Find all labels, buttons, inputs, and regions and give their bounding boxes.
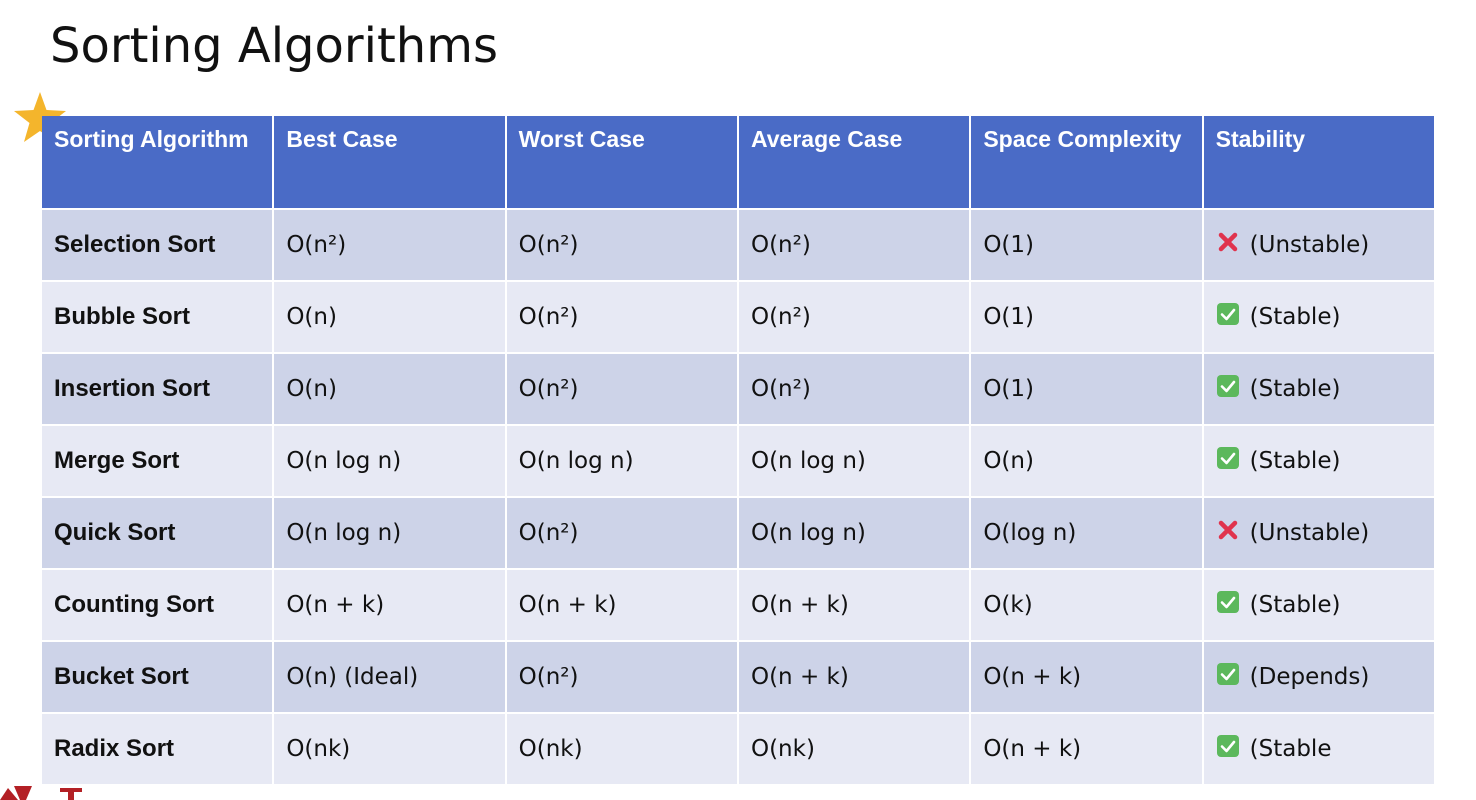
stability-label: (Unstable) bbox=[1249, 232, 1370, 258]
check-box-icon bbox=[1216, 590, 1240, 620]
header-worst-case: Worst Case bbox=[506, 116, 737, 208]
stability-label: (Stable bbox=[1249, 736, 1332, 762]
algorithm-name: Radix Sort bbox=[42, 714, 273, 784]
best-case-cell: O(n log n) bbox=[274, 498, 505, 568]
table-row: Selection Sort O(n²) O(n²) O(n²) O(1) (Unstab… bbox=[42, 210, 1434, 280]
algorithm-name: Bucket Sort bbox=[42, 642, 273, 712]
average-case-cell: O(n log n) bbox=[738, 498, 970, 568]
average-case-cell: O(nk) bbox=[738, 714, 970, 784]
best-case-cell: O(n) bbox=[274, 282, 505, 352]
stability-cell: (Depends) bbox=[1203, 642, 1434, 712]
stability-label: (Stable) bbox=[1249, 448, 1341, 474]
check-box-icon bbox=[1216, 662, 1240, 692]
table-row: Bubble Sort O(n) O(n²) O(n²) O(1) (Stable) bbox=[42, 282, 1434, 352]
algorithm-name: Selection Sort bbox=[42, 210, 273, 280]
best-case-cell: O(n + k) bbox=[274, 570, 505, 640]
header-space-complexity: Space Complexity bbox=[971, 116, 1202, 208]
worst-case-cell: O(n²) bbox=[506, 498, 737, 568]
stability-cell: (Stable) bbox=[1203, 354, 1434, 424]
space-complexity-cell: O(n + k) bbox=[971, 714, 1202, 784]
space-complexity-cell: O(1) bbox=[971, 354, 1202, 424]
algorithm-name: Bubble Sort bbox=[42, 282, 273, 352]
average-case-cell: O(n log n) bbox=[738, 426, 970, 496]
space-complexity-cell: O(1) bbox=[971, 210, 1202, 280]
check-box-icon bbox=[1216, 734, 1240, 764]
worst-case-cell: O(n²) bbox=[506, 354, 737, 424]
algorithm-name: Quick Sort bbox=[42, 498, 273, 568]
space-complexity-cell: O(log n) bbox=[971, 498, 1202, 568]
check-box-icon bbox=[1216, 446, 1240, 476]
table-row: Insertion Sort O(n) O(n²) O(n²) O(1) (Stable) bbox=[42, 354, 1434, 424]
table-row: Merge Sort O(n log n) O(n log n) O(n log n)… bbox=[42, 426, 1434, 496]
space-complexity-cell: O(k) bbox=[971, 570, 1202, 640]
table-body: Selection Sort O(n²) O(n²) O(n²) O(1) (Unstab… bbox=[42, 210, 1434, 784]
table-row: Radix Sort O(nk) O(nk) O(nk) O(n + k) (Stable bbox=[42, 714, 1434, 784]
stability-label: (Unstable) bbox=[1249, 520, 1370, 546]
algorithm-name: Merge Sort bbox=[42, 426, 273, 496]
average-case-cell: O(n²) bbox=[738, 210, 970, 280]
average-case-cell: O(n + k) bbox=[738, 570, 970, 640]
worst-case-cell: O(n²) bbox=[506, 642, 737, 712]
stability-cell: (Stable) bbox=[1203, 282, 1434, 352]
space-complexity-cell: O(n + k) bbox=[971, 642, 1202, 712]
algorithm-name: Counting Sort bbox=[42, 570, 273, 640]
stability-label: (Stable) bbox=[1249, 376, 1341, 402]
table-row: Counting Sort O(n + k) O(n + k) O(n + k) O(k… bbox=[42, 570, 1434, 640]
space-complexity-cell: O(1) bbox=[971, 282, 1202, 352]
logo-fragment bbox=[0, 786, 82, 800]
header-average-case: Average Case bbox=[738, 116, 970, 208]
worst-case-cell: O(n²) bbox=[506, 282, 737, 352]
table-row: Quick Sort O(n log n) O(n²) O(n log n) O(log… bbox=[42, 498, 1434, 568]
best-case-cell: O(n log n) bbox=[274, 426, 505, 496]
stability-label: (Stable) bbox=[1249, 304, 1341, 330]
sorting-table: Sorting Algorithm Best Case Worst Case A… bbox=[40, 114, 1436, 786]
check-box-icon bbox=[1216, 374, 1240, 404]
table-header-row: Sorting Algorithm Best Case Worst Case A… bbox=[42, 116, 1434, 208]
header-best-case: Best Case bbox=[274, 116, 505, 208]
stability-cell: (Stable) bbox=[1203, 426, 1434, 496]
worst-case-cell: O(nk) bbox=[506, 714, 737, 784]
space-complexity-cell: O(n) bbox=[971, 426, 1202, 496]
cross-mark-icon bbox=[1216, 230, 1240, 260]
cross-mark-icon bbox=[1216, 518, 1240, 548]
average-case-cell: O(n + k) bbox=[738, 642, 970, 712]
worst-case-cell: O(n²) bbox=[506, 210, 737, 280]
stability-label: (Stable) bbox=[1249, 592, 1341, 618]
average-case-cell: O(n²) bbox=[738, 354, 970, 424]
check-box-icon bbox=[1216, 302, 1240, 332]
stability-cell: (Stable bbox=[1203, 714, 1434, 784]
best-case-cell: O(nk) bbox=[274, 714, 505, 784]
header-algorithm: Sorting Algorithm bbox=[42, 116, 273, 208]
stability-label: (Depends) bbox=[1249, 664, 1370, 690]
stability-cell: (Unstable) bbox=[1203, 498, 1434, 568]
stability-cell: (Stable) bbox=[1203, 570, 1434, 640]
worst-case-cell: O(n + k) bbox=[506, 570, 737, 640]
algorithm-name: Insertion Sort bbox=[42, 354, 273, 424]
best-case-cell: O(n) (Ideal) bbox=[274, 642, 505, 712]
star-icon bbox=[14, 92, 66, 142]
page-title: Sorting Algorithms bbox=[50, 18, 498, 74]
table-row: Bucket Sort O(n) (Ideal) O(n²) O(n + k) O(n … bbox=[42, 642, 1434, 712]
best-case-cell: O(n) bbox=[274, 354, 505, 424]
stability-cell: (Unstable) bbox=[1203, 210, 1434, 280]
average-case-cell: O(n²) bbox=[738, 282, 970, 352]
header-stability: Stability bbox=[1203, 116, 1434, 208]
worst-case-cell: O(n log n) bbox=[506, 426, 737, 496]
best-case-cell: O(n²) bbox=[274, 210, 505, 280]
